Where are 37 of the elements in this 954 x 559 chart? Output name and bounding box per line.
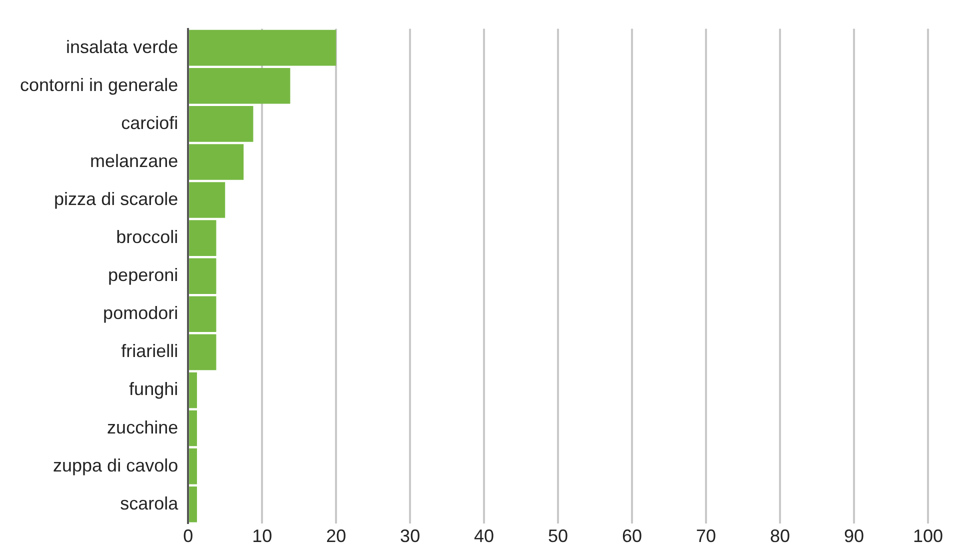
x-tick-label: 10 — [252, 526, 272, 546]
bar — [189, 410, 197, 446]
y-tick-label: carciofi — [121, 112, 178, 133]
x-tick-label: 50 — [548, 526, 568, 546]
bar — [189, 486, 197, 522]
x-tick-label: 20 — [326, 526, 346, 546]
x-tick-label: 0 — [183, 526, 194, 546]
x-tick-label: 100 — [912, 526, 944, 546]
x-tick-label: 90 — [844, 526, 864, 546]
y-tick-label: scarola — [120, 493, 180, 514]
bar — [189, 182, 226, 218]
bar — [189, 220, 216, 256]
bar — [189, 296, 216, 332]
y-tick-label: pizza di scarole — [54, 188, 178, 209]
y-tick-label: friarielli — [121, 341, 178, 362]
x-tick-label: 70 — [696, 526, 716, 546]
y-tick-label: insalata verde — [66, 36, 178, 57]
x-tick-label: 30 — [400, 526, 420, 546]
y-tick-label: zucchine — [107, 417, 178, 438]
bar — [189, 106, 254, 142]
y-tick-label: peperoni — [108, 265, 178, 286]
bar — [189, 258, 216, 294]
bar — [189, 144, 244, 180]
bar — [189, 30, 336, 66]
y-tick-label: contorni in generale — [20, 74, 178, 95]
bar — [189, 68, 290, 104]
y-tick-label: pomodori — [103, 303, 178, 324]
x-tick-label: 80 — [770, 526, 790, 546]
bar — [189, 372, 197, 408]
y-tick-label: zuppa di cavolo — [53, 455, 178, 476]
bar — [189, 448, 197, 484]
y-tick-label: melanzane — [90, 150, 178, 171]
y-tick-label: broccoli — [116, 227, 178, 248]
x-tick-label: 40 — [474, 526, 494, 546]
x-tick-label: 60 — [622, 526, 642, 546]
y-tick-label: funghi — [129, 379, 178, 400]
bar — [189, 334, 216, 370]
